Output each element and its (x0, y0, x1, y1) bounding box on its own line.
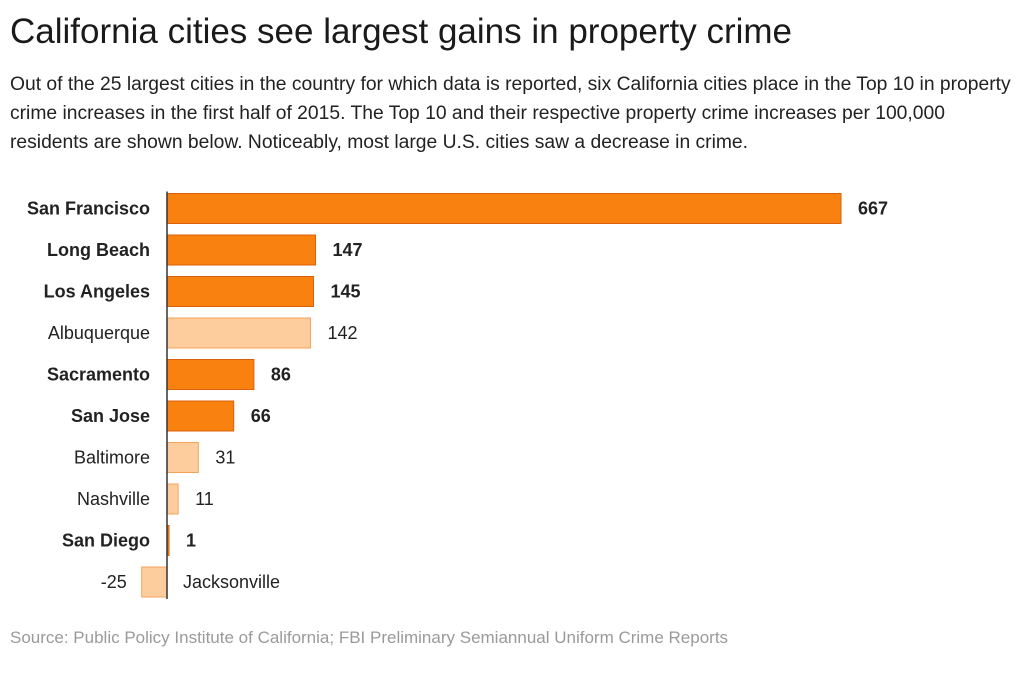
category-label: San Francisco (27, 199, 150, 219)
category-label: Long Beach (47, 240, 150, 260)
value-label: 66 (251, 406, 271, 426)
category-label: Sacramento (47, 365, 150, 385)
value-label: 11 (195, 489, 214, 509)
chart-subtitle: Out of the 25 largest cities in the coun… (10, 74, 1011, 153)
category-label: Nashville (77, 489, 150, 509)
category-label: Baltimore (74, 448, 150, 468)
bar (141, 566, 168, 598)
value-label: 31 (215, 448, 235, 468)
source-note: Source: Public Policy Institute of Calif… (10, 628, 729, 647)
category-label: San Jose (71, 406, 150, 426)
bar (166, 276, 315, 307)
bar (166, 359, 255, 390)
value-label: 1 (186, 531, 196, 551)
value-label: -25 (101, 572, 127, 592)
value-label: 145 (331, 282, 361, 302)
value-label: 86 (271, 365, 291, 385)
bar (166, 483, 179, 515)
value-label: 667 (858, 199, 888, 219)
bar (166, 234, 317, 266)
bar (166, 317, 311, 349)
category-label: Albuquerque (48, 323, 150, 343)
value-label: 147 (333, 240, 363, 260)
category-label: Jacksonville (183, 572, 280, 592)
category-label: Los Angeles (44, 282, 150, 302)
chart-title: California cities see largest gains in p… (10, 12, 792, 51)
value-label: 142 (327, 323, 357, 343)
bar (166, 193, 842, 224)
bar (166, 442, 199, 473)
bar (166, 400, 235, 432)
category-label: San Diego (62, 531, 150, 551)
